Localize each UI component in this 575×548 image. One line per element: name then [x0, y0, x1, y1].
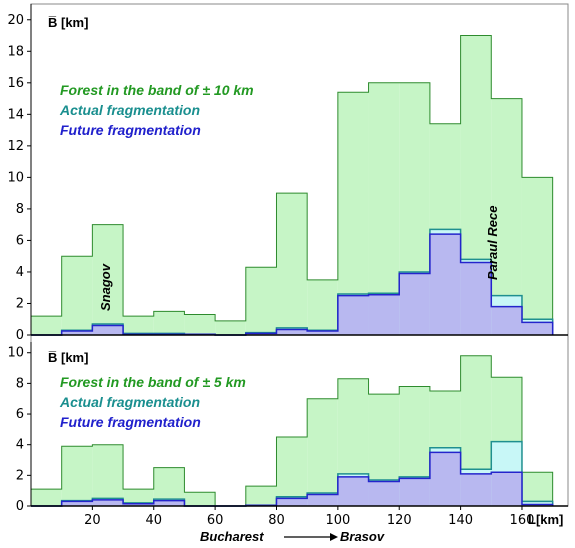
route-from-label: Bucharest	[200, 529, 264, 544]
panel1-future-fragmentation-bar	[92, 325, 124, 335]
panel2-future-fragmentation-bar	[521, 504, 553, 506]
panel2-forest-line	[30, 355, 554, 507]
panel1-y-tick-label: 8	[16, 202, 24, 217]
panel2-future-fragmentation-bar	[429, 452, 461, 506]
panel1-y-tick-label: 18	[7, 44, 24, 59]
panel1-future-fragmentation-bar	[491, 306, 522, 335]
panel1-future-fragmentation-bar	[521, 322, 553, 335]
panel2-y-tick-label: 8	[16, 376, 24, 391]
x-tick-label: 60	[207, 513, 224, 528]
panel2-forest-bar	[31, 489, 62, 506]
panel2-y-tick-label: 0	[16, 499, 24, 514]
panel2-forest-bar	[61, 446, 93, 506]
panel2-actual-fragmentation-bar	[521, 501, 553, 506]
panel1-future-fragmentation-bar	[368, 294, 400, 335]
panel1-forest-bar	[245, 267, 277, 335]
panel1-legend-future-fragmentation: Future fragmentation	[60, 122, 201, 138]
panel2-future-fragmentation-bar	[92, 499, 124, 506]
panel2-y-label: B̅ [km]	[48, 350, 88, 365]
panel1-y-tick-label: 12	[7, 139, 24, 154]
panel2-legend-future-fragmentation: Future fragmentation	[60, 414, 201, 430]
panel1-future-fragmentation-bar	[245, 333, 277, 335]
panel2-legend-forest: Forest in the band of ± 5 km	[60, 374, 246, 390]
panel2-y-tick-label: 4	[16, 438, 24, 453]
panel2-future-fragmentation-bar	[368, 481, 400, 506]
panel2-forest-bar	[92, 444, 124, 506]
panel2-future-fragmentation-bar	[276, 498, 308, 506]
x-axis-label: L[km]	[528, 512, 563, 527]
panel2-y-tick-label: 2	[16, 468, 24, 483]
x-tick-label: 140	[448, 513, 473, 528]
panel2-future-fragmentation-bar	[153, 500, 185, 506]
panel2-future-fragmentation-bar	[307, 494, 338, 506]
panel1-forest-bar	[184, 314, 216, 335]
panel2-forest-bar	[307, 398, 338, 506]
panel2-forest-bar	[184, 492, 216, 506]
x-tick-label: 20	[84, 513, 101, 528]
panel1-future-fragmentation-line	[31, 233, 554, 336]
panel1-y-label: B̅ [km]	[48, 15, 88, 30]
panel1-future-fragmentation-bar	[61, 331, 93, 335]
route-arrow-head	[330, 533, 338, 541]
panel1-forest-bar	[521, 177, 553, 335]
panel1-future-fragmentation-bar	[429, 234, 461, 335]
panel1-forest-bar	[61, 256, 93, 335]
panel2-forest-bar	[245, 486, 277, 506]
panel1-future-fragmentation-bar	[337, 295, 369, 335]
panel1-future-fragmentation-bar	[276, 329, 308, 335]
panel1-y-tick-label: 0	[16, 328, 24, 343]
panel1-legend-forest: Forest in the band of ± 10 km	[60, 82, 254, 98]
panel1-forest-bar	[153, 311, 185, 335]
x-tick-label: 40	[145, 513, 162, 528]
panel2-forest-bar	[521, 472, 553, 506]
x-tick-label: 120	[387, 513, 412, 528]
panel1-y-tick-label: 6	[16, 233, 24, 248]
annotation-paraul-rece: Paraul Rece	[485, 206, 500, 280]
panel1-y-tick-label: 14	[7, 107, 24, 122]
panel2-future-fragmentation-bar	[337, 476, 369, 506]
panel2-forest-bar	[276, 437, 308, 506]
panel1-forest-bar	[92, 224, 124, 335]
panel1-y-tick-label: 2	[16, 296, 24, 311]
x-tick-label: 100	[325, 513, 350, 528]
panel2-y-tick-label: 6	[16, 407, 24, 422]
panel2-future-fragmentation-bar	[123, 503, 154, 506]
panel1-future-fragmentation-bar	[460, 262, 492, 335]
panel1-forest-bar	[123, 316, 154, 335]
panel1-forest-line	[30, 35, 554, 335]
route-to-label: Brasov	[340, 529, 385, 544]
panel2-future-fragmentation-bar	[491, 472, 522, 506]
panel1-y-tick-label: 4	[16, 265, 24, 280]
panel1-forest-bar	[276, 193, 308, 335]
panel1-forest-bar	[31, 316, 62, 335]
panel1-forest-bar	[215, 320, 246, 335]
panel1-y-tick-label: 10	[7, 170, 24, 185]
panel2-legend-actual-fragmentation: Actual fragmentation	[59, 394, 200, 410]
x-tick-label: 80	[268, 513, 285, 528]
panel1-legend-actual-fragmentation: Actual fragmentation	[59, 102, 200, 118]
panel2-future-fragmentation-bar	[399, 478, 430, 506]
panel1-y-tick-label: 16	[7, 76, 24, 91]
panel1-future-fragmentation-bar	[307, 331, 338, 335]
annotation-snagov: Snagov	[98, 263, 113, 311]
panel2-future-fragmentation-line	[31, 451, 554, 507]
panel2-future-fragmentation-bar	[460, 473, 492, 506]
panel1-y-tick-label: 20	[7, 13, 24, 28]
panel1-forest-bar	[307, 279, 338, 335]
x-tick-label: 160	[510, 513, 535, 528]
panel2-future-fragmentation-bar	[61, 501, 93, 506]
panel1-future-fragmentation-bar	[399, 273, 430, 335]
panel2-y-tick-label: 10	[7, 346, 24, 361]
panel2-forest-bar	[123, 489, 154, 506]
